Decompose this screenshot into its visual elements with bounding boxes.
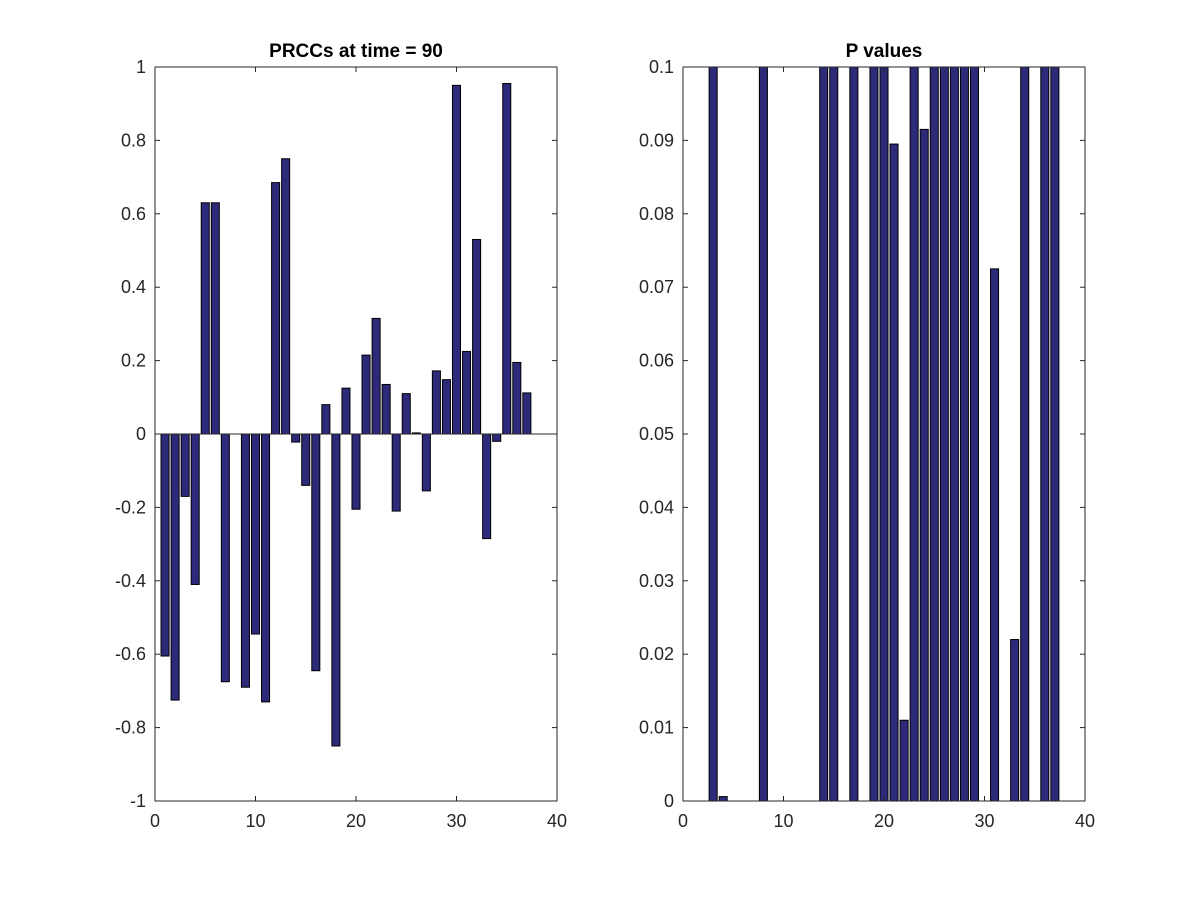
- bar: [381, 383, 391, 435]
- bar: [190, 433, 200, 585]
- bar: [451, 84, 462, 435]
- x-tick-label: 40: [547, 811, 567, 831]
- bar: [311, 433, 321, 672]
- prcc-chart: PRCCs at time = 90 -1 -0.8 -0.6 -0.4 -0.2 0 0.…: [115, 41, 567, 831]
- y-tick-label: 0.1: [649, 57, 674, 77]
- bar: [708, 66, 718, 802]
- y-tick-label: -0.2: [115, 497, 146, 517]
- bar: [180, 433, 190, 497]
- bar: [1010, 639, 1020, 802]
- bar: [250, 433, 261, 635]
- x-tick-label: 30: [446, 811, 466, 831]
- x-tick-label: 30: [974, 811, 994, 831]
- bar: [441, 379, 451, 435]
- bar: [271, 182, 281, 435]
- bar: [472, 238, 482, 435]
- bar: [492, 433, 502, 442]
- bar: [341, 387, 351, 435]
- y-tick-label: 0.07: [639, 277, 674, 297]
- bar: [291, 433, 301, 443]
- y-tick-label: 0.01: [639, 718, 674, 738]
- pvalue-bars: [708, 66, 1060, 802]
- bar: [889, 143, 899, 802]
- bar: [919, 128, 929, 802]
- bar: [718, 796, 728, 802]
- bar: [331, 433, 341, 747]
- bar: [969, 66, 979, 802]
- bar: [929, 66, 939, 802]
- bar: [301, 433, 311, 486]
- x-tick-label: 40: [1075, 811, 1095, 831]
- bar: [1050, 66, 1060, 802]
- y-tick-label: 1: [136, 57, 146, 77]
- bar: [321, 404, 331, 435]
- y-tick-label: -0.6: [115, 644, 146, 664]
- y-tick-label: 0.09: [639, 130, 674, 150]
- x-tick-label: 20: [874, 811, 894, 831]
- bar: [758, 66, 768, 802]
- bar: [220, 433, 230, 683]
- y-tick-label: -0.8: [115, 718, 146, 738]
- bar: [371, 317, 381, 435]
- bar: [1020, 66, 1030, 802]
- bar: [281, 158, 291, 435]
- bar: [421, 433, 431, 492]
- chart-title: PRCCs at time = 90: [269, 41, 443, 62]
- bar: [170, 433, 180, 701]
- bar: [261, 433, 271, 703]
- bar: [502, 83, 512, 435]
- chart-title: P values: [846, 41, 923, 62]
- bar: [240, 433, 250, 688]
- y-tick-label: 0.8: [121, 130, 146, 150]
- bar: [160, 433, 170, 657]
- bar: [949, 66, 959, 802]
- y-tick-label: 0.02: [639, 644, 674, 664]
- prcc-axes: -1-0.8-0.6-0.4-0.200.20.40.60.810 10 20 30 4…: [115, 57, 567, 831]
- y-tick-label: 0.05: [639, 424, 674, 444]
- y-tick-label: -1: [130, 791, 146, 811]
- bar: [959, 66, 969, 802]
- bar: [990, 268, 1000, 802]
- x-tick-label: 0: [678, 811, 688, 831]
- bar: [899, 719, 909, 802]
- bar: [512, 361, 522, 435]
- y-tick-label: 0.2: [121, 351, 146, 371]
- x-tick-label: 20: [346, 811, 366, 831]
- y-tick-label: 0.03: [639, 571, 674, 591]
- bar: [482, 433, 492, 540]
- bar: [829, 66, 839, 802]
- y-tick-label: 0: [136, 424, 146, 444]
- y-tick-label: 0.4: [121, 277, 146, 297]
- prcc-bars: [160, 83, 532, 747]
- bar: [431, 370, 441, 435]
- y-tick-label: 0.06: [639, 351, 674, 371]
- bar: [849, 66, 859, 802]
- bar: [879, 66, 889, 802]
- bar: [522, 392, 532, 435]
- bar: [1040, 66, 1050, 802]
- pvalue-chart: P values 0 0.01 0.02 0.03 0.04 0.05 0.06 0.07 0.…: [639, 41, 1095, 831]
- x-tick-label: 0: [150, 811, 160, 831]
- y-tick-label: 0.04: [639, 497, 674, 517]
- y-tick-label: 0.08: [639, 204, 674, 224]
- bar: [869, 66, 879, 802]
- bar: [361, 354, 371, 435]
- x-tick-label: 10: [245, 811, 265, 831]
- y-tick-label: 0.6: [121, 204, 146, 224]
- pvalue-axes: 0 0.01 0.02 0.03 0.04 0.05 0.06 0.07 0.08 0.09 0.1…: [639, 57, 1095, 831]
- bar: [200, 202, 210, 435]
- bar: [939, 66, 949, 802]
- bar: [819, 66, 829, 802]
- y-tick-label: -0.4: [115, 571, 146, 591]
- bar: [909, 66, 919, 802]
- bar: [462, 350, 472, 435]
- bar: [210, 202, 220, 435]
- y-tick-label: 0: [664, 791, 674, 811]
- bar: [351, 433, 361, 510]
- bar: [401, 393, 411, 435]
- bar: [391, 433, 401, 512]
- x-tick-label: 10: [773, 811, 793, 831]
